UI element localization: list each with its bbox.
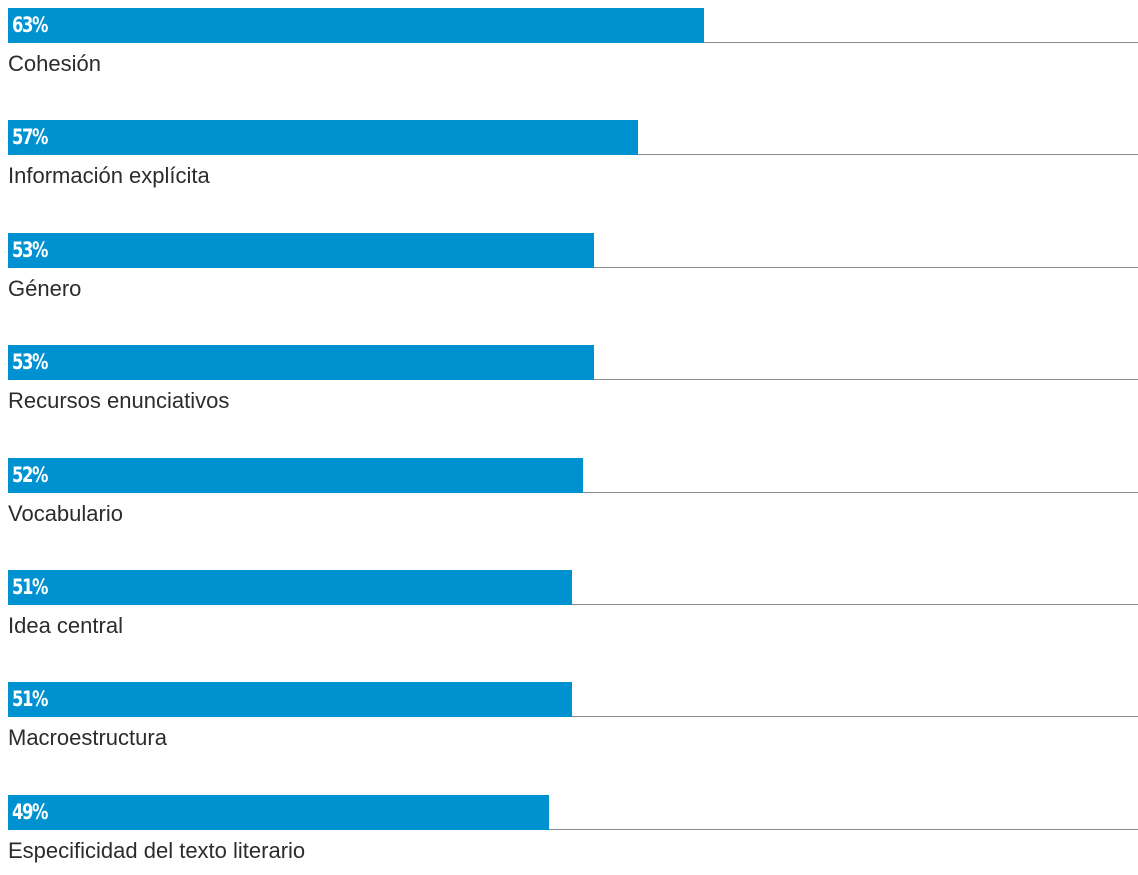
bar-value-label: 53% xyxy=(12,237,48,262)
category-label: Macroestructura xyxy=(8,725,167,751)
bar-row: 51% Idea central xyxy=(8,570,1138,650)
bar-row: 51% Macroestructura xyxy=(8,682,1138,762)
bar: 57% xyxy=(8,120,638,156)
bar-row: 57% Información explícita xyxy=(8,120,1138,200)
bar-row: 53% Género xyxy=(8,232,1138,313)
bar-baseline xyxy=(8,716,1138,718)
bar-value-label: 53% xyxy=(12,350,48,375)
bar-value-label: 49% xyxy=(12,799,48,824)
category-label: Idea central xyxy=(8,613,123,638)
bar: 49% xyxy=(8,794,550,830)
bar-value-label: 51% xyxy=(12,687,48,712)
bar-value-label: 52% xyxy=(12,462,48,487)
bar-baseline xyxy=(8,604,1138,605)
bar-value-label: 57% xyxy=(12,125,48,150)
bar-value-label: 51% xyxy=(12,575,48,599)
bar: 51% xyxy=(8,682,572,718)
bar-row: 49% Especificidad del texto literario xyxy=(8,794,1138,875)
bar-baseline xyxy=(8,828,1138,830)
category-label: Especificidad del texto literario xyxy=(8,837,306,863)
bar: 63% xyxy=(8,8,705,43)
bar-row: 63% Cohesión xyxy=(8,8,1138,88)
bar-row: 52% Vocabulario xyxy=(8,457,1138,538)
bar: 51% xyxy=(8,570,572,605)
category-label: Género xyxy=(8,275,82,301)
category-label: Recursos enunciativos xyxy=(8,388,230,414)
bar: 52% xyxy=(8,457,583,493)
bar-row: 53% Recursos enunciativos xyxy=(8,345,1138,425)
bar: 53% xyxy=(8,345,594,381)
category-label: Vocabulario xyxy=(8,500,123,526)
bar: 53% xyxy=(8,232,594,268)
category-label: Información explícita xyxy=(8,163,210,189)
category-label: Cohesión xyxy=(8,51,101,76)
bar-value-label: 63% xyxy=(12,13,48,37)
